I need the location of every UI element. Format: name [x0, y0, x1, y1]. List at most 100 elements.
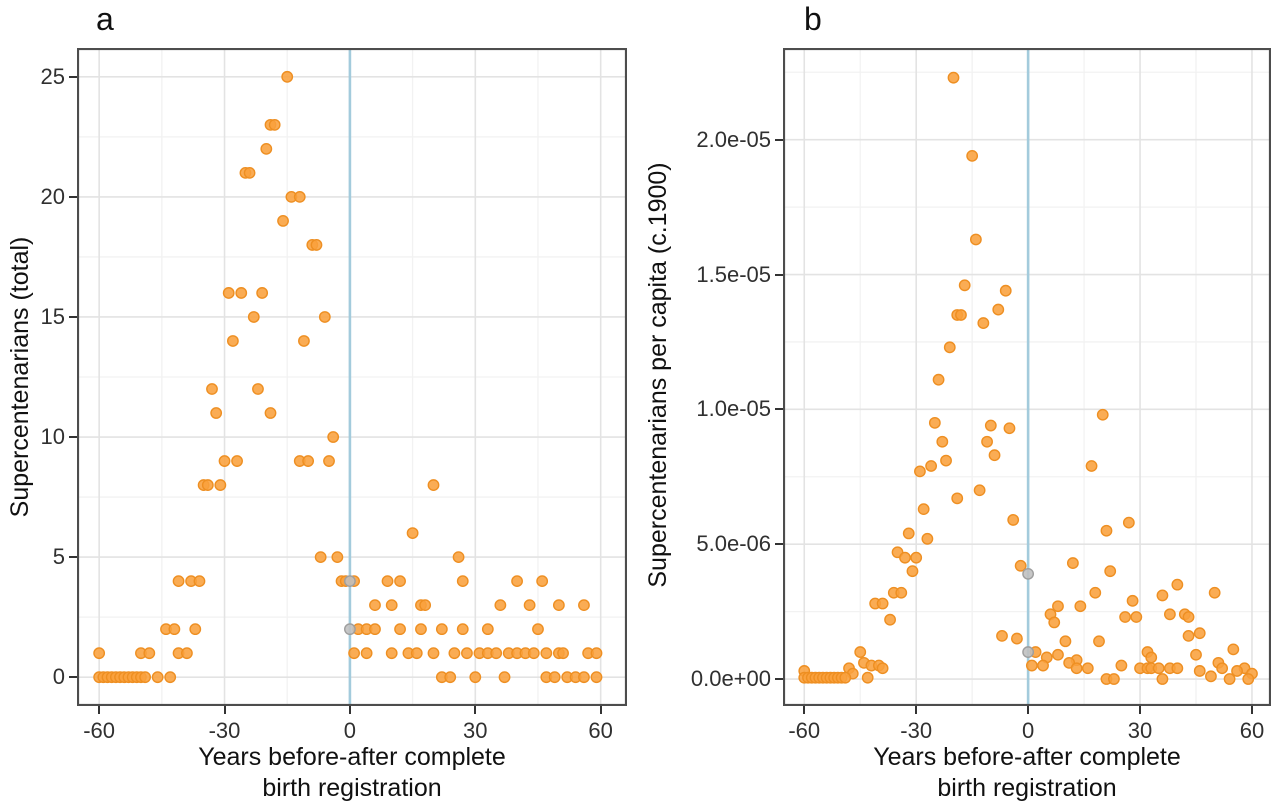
scatter-point [1163, 608, 1176, 621]
scatter-point [590, 647, 603, 660]
scatter-point [884, 613, 896, 626]
scatter-point [876, 662, 889, 675]
x-tick-label: 60 [588, 718, 613, 743]
y-tick-mark [69, 315, 77, 318]
y-tick-label: 0 [52, 664, 65, 690]
scatter-point [214, 479, 227, 491]
x-tick-mark [98, 706, 101, 714]
panel-a-x-axis-title-line1: Years before-after complete [198, 743, 506, 771]
panel-b-y-axis-title: Supercentenarians per capita (c.1900) [644, 162, 672, 588]
scatter-point [1119, 611, 1132, 623]
scatter-point [360, 647, 373, 660]
scatter-point [456, 623, 469, 636]
scatter-point [381, 575, 394, 588]
scatter-point [310, 239, 323, 251]
scatter-point [1171, 578, 1184, 591]
scatter-point [1208, 586, 1221, 599]
y-tick-label: 0.0e+00 [690, 666, 771, 692]
scatter-point [876, 597, 889, 610]
scatter-point [415, 623, 427, 636]
scatter-point [511, 575, 523, 588]
plot-border [77, 48, 627, 706]
scatter-point [231, 455, 243, 467]
scatter-point [1182, 629, 1195, 642]
y-tick-label: 1.5e-05 [696, 261, 771, 287]
scatter-point [914, 465, 926, 478]
scatter-point [452, 551, 465, 564]
scatter-point [899, 551, 911, 564]
scatter-point [1074, 600, 1087, 613]
scatter-point-gray [1022, 646, 1035, 658]
scatter-point [969, 233, 982, 246]
scatter-point [536, 575, 549, 588]
scatter-point [1007, 514, 1020, 526]
scatter-point [1126, 594, 1139, 607]
scatter-point [448, 647, 461, 660]
scatter-point [1070, 662, 1083, 675]
scatter-point [902, 527, 915, 540]
scatter-point [164, 671, 177, 684]
scatter-point [331, 551, 344, 564]
panel-b-plot-area [783, 48, 1271, 706]
scatter-point [996, 629, 1008, 642]
x-tick-label: -30 [208, 718, 241, 743]
scatter-point [385, 599, 398, 612]
y-tick-mark [775, 138, 783, 141]
x-tick-mark [1139, 706, 1142, 714]
scatter-point [1190, 648, 1202, 661]
scatter-point [1104, 565, 1117, 578]
scatter-point [925, 460, 938, 472]
scatter-point [206, 383, 218, 395]
scatter-point [578, 599, 590, 612]
x-tick-label: 30 [463, 718, 488, 743]
scatter-point [235, 287, 248, 299]
scatter-point [532, 623, 544, 636]
y-tick-label: 20 [40, 183, 65, 209]
scatter-point [435, 623, 448, 636]
x-tick-mark [915, 706, 918, 714]
scatter-point-gray [344, 575, 356, 588]
scatter-point [1152, 662, 1165, 675]
scatter-point [955, 309, 967, 321]
x-tick-mark [1250, 706, 1253, 714]
scatter-point [981, 435, 993, 448]
x-tick-label: 0 [343, 718, 357, 743]
scatter-point [210, 407, 223, 419]
scatter-point [494, 599, 507, 612]
scatter-point [256, 287, 269, 299]
scatter-point [461, 647, 473, 660]
scatter-point [1231, 665, 1243, 677]
scatter-point [1156, 589, 1169, 602]
x-tick-mark [1027, 706, 1030, 714]
scatter-point [557, 647, 569, 660]
scatter-point [906, 565, 919, 578]
scatter-point [314, 551, 327, 564]
scatter-point [910, 551, 923, 564]
scatter-point [1059, 635, 1072, 648]
scatter-point [181, 647, 193, 660]
panel-b-x-axis-title: Years before-after complete birth regist… [727, 742, 1280, 804]
scatter-point [1193, 627, 1206, 640]
scatter-point [456, 575, 469, 588]
y-tick-mark [775, 678, 783, 681]
scatter-point [469, 671, 482, 684]
scatter-point [394, 575, 406, 588]
scatter-point [1115, 659, 1128, 672]
scatter-point [348, 647, 360, 660]
scatter-point [151, 671, 164, 684]
y-tick-label: 5.0e-06 [696, 531, 771, 557]
scatter-point [548, 671, 561, 684]
scatter-point [1011, 632, 1023, 645]
scatter-point [578, 671, 590, 684]
y-tick-label: 1.0e-05 [696, 396, 771, 422]
panel-a-label: a [96, 1, 114, 37]
scatter-point [243, 166, 256, 179]
scatter-point [222, 287, 235, 299]
y-tick-mark [69, 75, 77, 78]
scatter-point [1052, 648, 1064, 661]
scatter-point [277, 215, 289, 227]
scatter-point [1108, 673, 1120, 685]
scatter-point [490, 647, 503, 660]
scatter-point [268, 118, 281, 131]
